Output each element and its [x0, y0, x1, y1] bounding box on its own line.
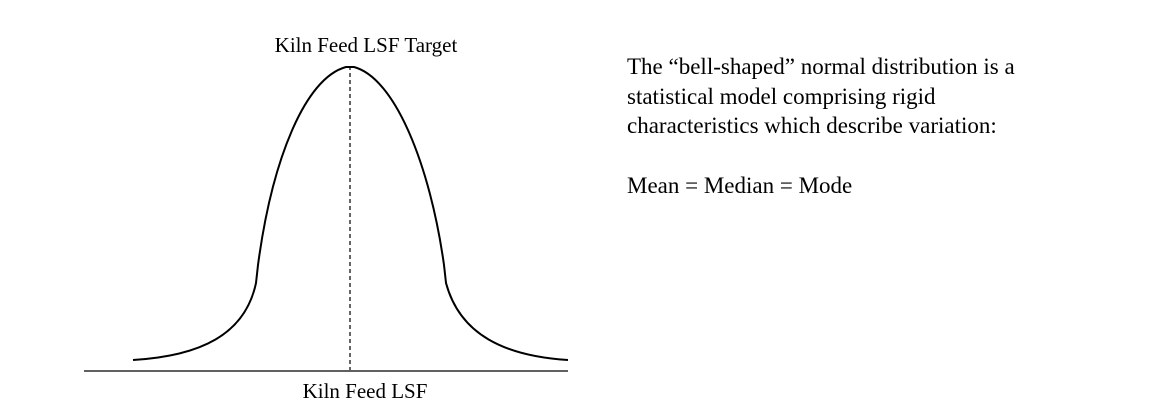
description-line-2: statistical model comprising rigid	[627, 83, 936, 109]
description-line-1: The “bell-shaped” normal distribution is…	[627, 54, 1015, 79]
bell-curve-diagram: Kiln Feed LSF Target Kiln Feed LSF	[84, 33, 569, 403]
description-text: The “bell-shaped” normal distribution is…	[627, 52, 1107, 200]
equation-text: Mean = Median = Mode	[627, 172, 853, 198]
bell-curve	[132, 66, 569, 361]
target-label: Kiln Feed LSF Target	[275, 33, 458, 57]
description-line-3: characteristics which describe variation…	[627, 113, 997, 138]
axis-label: Kiln Feed LSF	[303, 379, 428, 403]
description-paragraph: The “bell-shaped” normal distribution is…	[627, 52, 1107, 141]
